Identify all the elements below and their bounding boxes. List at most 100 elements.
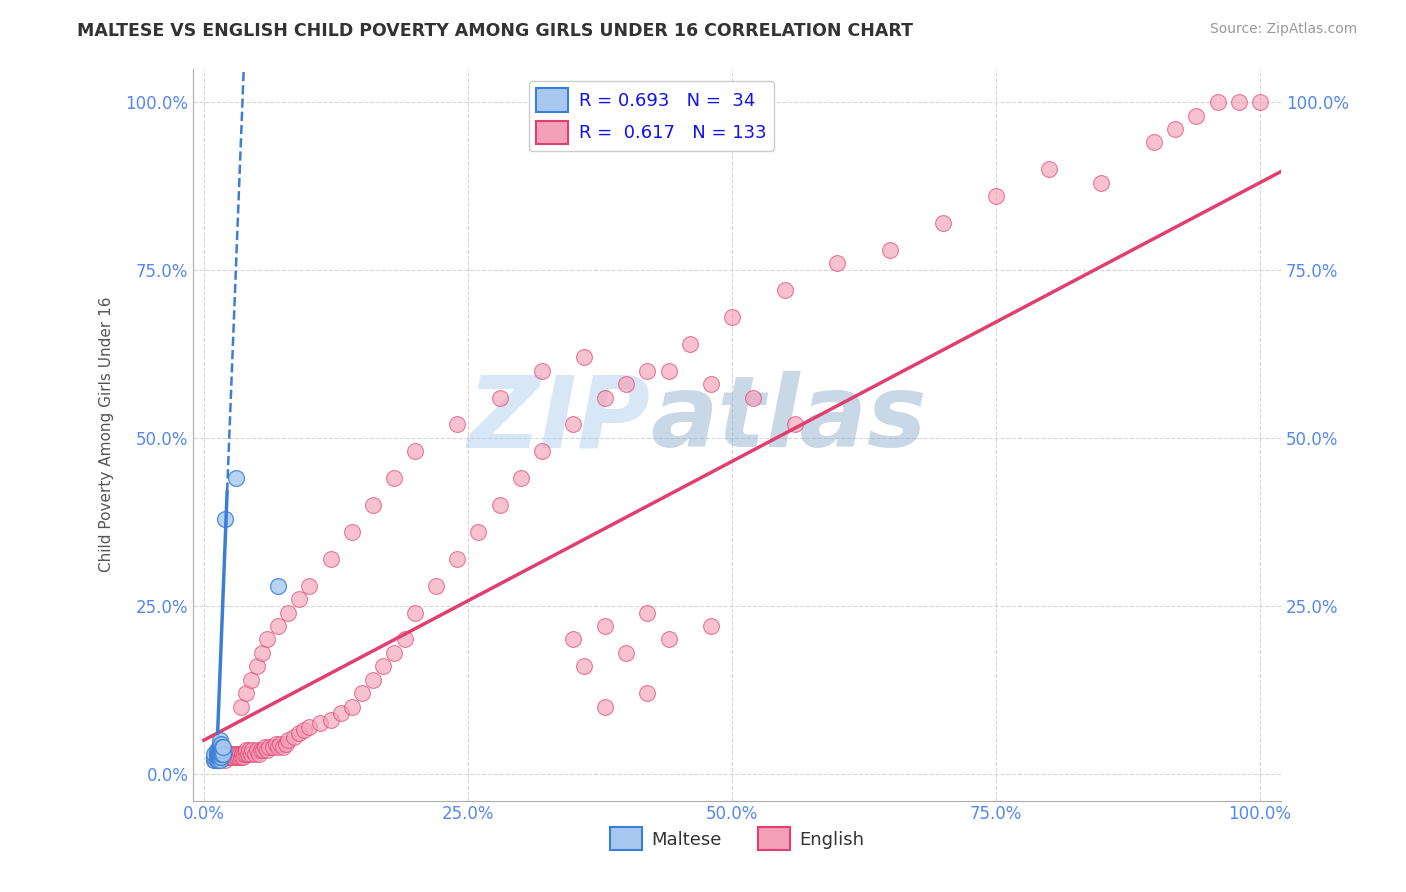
- Point: [530, 364, 553, 378]
- Point: [211, 743, 233, 757]
- Point: [614, 646, 637, 660]
- Point: [225, 747, 247, 761]
- Point: [208, 743, 231, 757]
- Point: [222, 747, 245, 761]
- Point: [250, 646, 273, 660]
- Point: [572, 659, 595, 673]
- Point: [773, 283, 796, 297]
- Point: [217, 747, 239, 761]
- Point: [211, 739, 233, 754]
- Text: MALTESE VS ENGLISH CHILD POVERTY AMONG GIRLS UNDER 16 CORRELATION CHART: MALTESE VS ENGLISH CHILD POVERTY AMONG G…: [77, 22, 914, 40]
- Point: [209, 743, 232, 757]
- Point: [319, 551, 342, 566]
- Point: [330, 706, 353, 721]
- Text: atlas: atlas: [650, 371, 927, 468]
- Point: [932, 216, 955, 230]
- Point: [228, 750, 250, 764]
- Point: [209, 750, 232, 764]
- Point: [208, 743, 231, 757]
- Point: [205, 747, 228, 761]
- Point: [382, 646, 405, 660]
- Point: [208, 747, 231, 761]
- Point: [700, 377, 723, 392]
- Point: [232, 750, 254, 764]
- Point: [207, 753, 229, 767]
- Point: [277, 606, 299, 620]
- Point: [254, 739, 277, 754]
- Point: [207, 750, 229, 764]
- Point: [252, 743, 274, 757]
- Point: [319, 713, 342, 727]
- Point: [593, 699, 616, 714]
- Point: [256, 743, 278, 757]
- Point: [211, 750, 233, 764]
- Point: [226, 747, 249, 761]
- Point: [214, 511, 236, 525]
- Point: [212, 747, 235, 761]
- Point: [235, 747, 257, 761]
- Point: [219, 750, 242, 764]
- Point: [211, 747, 233, 761]
- Point: [288, 726, 311, 740]
- Point: [657, 632, 679, 647]
- Point: [205, 743, 228, 757]
- Point: [229, 750, 252, 764]
- Point: [240, 747, 263, 761]
- Point: [235, 743, 257, 757]
- Point: [242, 743, 264, 757]
- Point: [212, 747, 235, 761]
- Point: [231, 747, 253, 761]
- Point: [208, 747, 231, 761]
- Point: [657, 364, 679, 378]
- Point: [246, 743, 269, 757]
- Point: [298, 720, 321, 734]
- Point: [205, 750, 228, 764]
- Point: [1143, 136, 1166, 150]
- Point: [636, 686, 658, 700]
- Point: [283, 730, 305, 744]
- Point: [208, 737, 231, 751]
- Point: [373, 659, 395, 673]
- Point: [404, 606, 426, 620]
- Point: [208, 753, 231, 767]
- Point: [1038, 162, 1060, 177]
- Text: Source: ZipAtlas.com: Source: ZipAtlas.com: [1209, 22, 1357, 37]
- Point: [208, 733, 231, 747]
- Point: [636, 606, 658, 620]
- Point: [340, 699, 363, 714]
- Point: [340, 524, 363, 539]
- Point: [214, 753, 236, 767]
- Point: [209, 743, 232, 757]
- Point: [509, 471, 531, 485]
- Point: [1185, 109, 1208, 123]
- Point: [207, 743, 229, 757]
- Point: [288, 592, 311, 607]
- Point: [229, 699, 252, 714]
- Point: [214, 750, 236, 764]
- Point: [243, 747, 266, 761]
- Point: [678, 337, 700, 351]
- Point: [984, 189, 1007, 203]
- Point: [382, 471, 405, 485]
- Point: [207, 747, 229, 761]
- Point: [742, 391, 765, 405]
- Point: [208, 750, 231, 764]
- Point: [212, 747, 235, 761]
- Point: [262, 739, 284, 754]
- Point: [208, 750, 231, 764]
- Point: [250, 743, 273, 757]
- Point: [205, 753, 228, 767]
- Point: [205, 747, 228, 761]
- Point: [425, 579, 447, 593]
- Point: [1090, 176, 1112, 190]
- Y-axis label: Child Poverty Among Girls Under 16: Child Poverty Among Girls Under 16: [100, 297, 114, 573]
- Point: [218, 747, 240, 761]
- Point: [204, 753, 226, 767]
- Point: [259, 739, 281, 754]
- Point: [209, 747, 232, 761]
- Point: [562, 632, 585, 647]
- Point: [233, 747, 256, 761]
- Point: [204, 753, 226, 767]
- Point: [224, 750, 246, 764]
- Point: [256, 632, 278, 647]
